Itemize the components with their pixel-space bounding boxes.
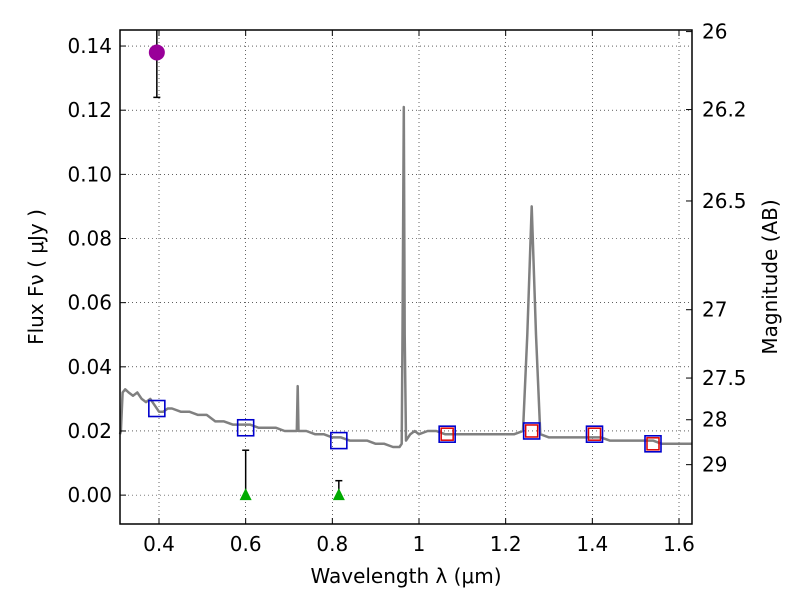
model-sed-series	[118, 105, 692, 449]
right-tick-label: 26.2	[702, 98, 747, 122]
y-tick-label: 0.14	[67, 34, 112, 58]
y-tick-label: 0.02	[67, 419, 112, 443]
x-tick-label: 0.8	[316, 532, 348, 556]
right-tick-label: 29	[702, 453, 727, 477]
x-axis-label: Wavelength λ (μm)	[310, 564, 501, 588]
axis-ticks: 0.4 0.6 0.8 1 1.2 1.4 1.6 0.00 0.02 0.04 0.06 0.08 0…	[67, 20, 746, 556]
right-tick-label: 27	[702, 298, 727, 322]
y-tick-label: 0.10	[67, 162, 112, 186]
plot-frame	[119, 29, 693, 525]
model-photometry-marker	[330, 431, 348, 450]
y-tick-label: 0.08	[67, 227, 112, 251]
observed-photometry-marker	[440, 427, 454, 441]
model-photometry-marker	[644, 435, 662, 453]
x-tick-label: 0.6	[230, 532, 262, 556]
observed-photometry-marker	[524, 424, 539, 438]
model-photometry-marker	[438, 425, 456, 443]
right-axis-label: Magnitude (AB)	[758, 199, 782, 354]
upper-limit-marker	[239, 488, 252, 501]
y-tick-label: 0.00	[67, 483, 112, 507]
model-photometry-marker	[236, 418, 255, 437]
right-tick-label: 26.5	[702, 189, 747, 213]
y-axis-label: Flux Fν ( μJy )	[24, 209, 48, 345]
x-tick-label: 1	[413, 532, 426, 556]
x-tick-label: 0.4	[143, 532, 175, 556]
observed-photometry-marker	[587, 427, 602, 441]
y-tick-label: 0.12	[67, 98, 112, 122]
photometry-markers	[148, 30, 662, 501]
y-tick-label: 0.04	[67, 355, 112, 379]
x-tick-label: 1.4	[576, 532, 608, 556]
right-tick-label: 26	[702, 20, 727, 44]
detection-marker	[148, 44, 165, 61]
model-photometry-marker	[148, 399, 166, 418]
upper-limit-marker	[332, 488, 345, 501]
x-tick-label: 1.2	[490, 532, 522, 556]
right-tick-label: 27.5	[702, 366, 747, 390]
grid-lines	[120, 30, 692, 524]
right-tick-label: 28	[702, 408, 727, 432]
x-tick-label: 1.6	[663, 532, 695, 556]
model-photometry-marker	[522, 422, 541, 440]
model-sed-line	[118, 105, 692, 449]
observed-photometry-marker	[646, 437, 660, 451]
y-tick-label: 0.06	[67, 291, 112, 315]
model-photometry-marker	[585, 425, 604, 443]
